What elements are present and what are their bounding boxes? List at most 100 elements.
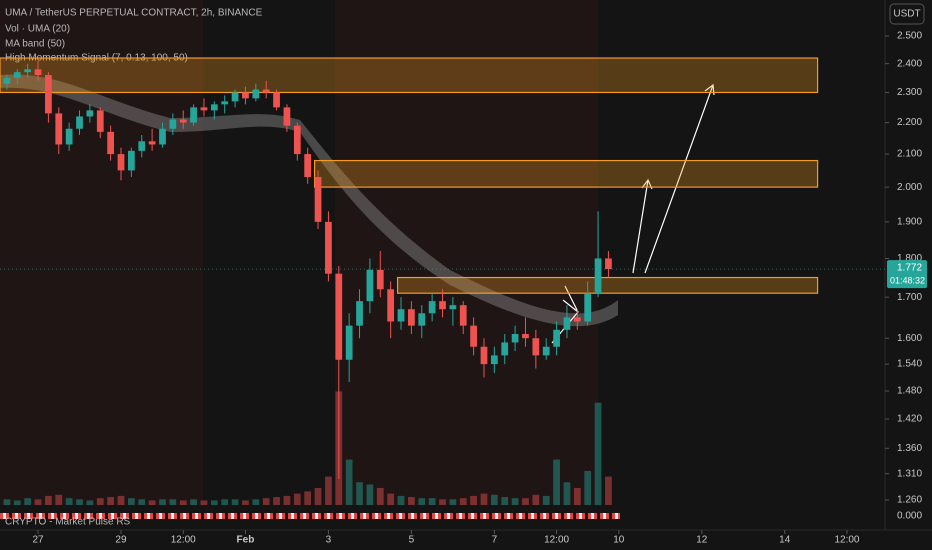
volume-bar xyxy=(490,494,498,505)
y-tick-label: 1.600 xyxy=(897,333,922,344)
candle-body xyxy=(594,258,602,294)
volume-bar xyxy=(242,500,249,505)
volume-bar xyxy=(563,482,571,505)
volume-tick-label: 0.000 xyxy=(897,511,922,522)
candle-body xyxy=(138,141,146,151)
arrow xyxy=(551,285,579,344)
candle-body xyxy=(304,154,312,178)
candle-body xyxy=(179,119,187,123)
candle-body xyxy=(605,258,612,270)
candle-body xyxy=(522,334,529,339)
candle-body xyxy=(470,325,477,347)
y-tick-label: 2.100 xyxy=(897,149,922,160)
currency: USDT xyxy=(893,9,920,20)
volume-bar xyxy=(532,494,540,505)
candle-body xyxy=(584,293,592,322)
candle-body xyxy=(242,92,249,99)
volume-bar xyxy=(231,499,239,505)
volume-bar xyxy=(480,493,488,505)
candle-body xyxy=(252,89,260,99)
volume-bar xyxy=(542,495,550,505)
volume-bar xyxy=(190,499,197,505)
volume-bar xyxy=(356,482,363,505)
volume-bar xyxy=(605,476,612,505)
candle-body xyxy=(325,221,332,274)
y-tick-label: 1.420 xyxy=(897,414,922,425)
candle-body xyxy=(428,301,436,314)
zone xyxy=(0,57,819,94)
volume-bar xyxy=(13,500,21,505)
session-shade xyxy=(335,0,598,505)
title: UMA / TetherUS PERPETUAL CONTRACT, 2h, B… xyxy=(5,8,263,19)
candle-body xyxy=(366,269,374,302)
zone xyxy=(313,159,819,188)
candle-body xyxy=(117,154,125,171)
volume-bar xyxy=(117,495,125,505)
volume-bar xyxy=(159,499,166,505)
candle-body xyxy=(24,69,32,73)
candle-body xyxy=(490,355,498,365)
volume-bar xyxy=(501,497,509,505)
y-tick-label: 1.260 xyxy=(897,495,922,506)
volume-bar xyxy=(397,495,405,505)
volume-bar xyxy=(553,459,560,505)
candle-body xyxy=(273,92,280,108)
y-tick-label: 1.360 xyxy=(897,443,922,454)
x-tick-label: 10 xyxy=(613,535,625,546)
volume-bar xyxy=(273,497,280,505)
y-tick-label: 1.900 xyxy=(897,216,922,227)
volume-bar xyxy=(522,498,529,505)
candle-body xyxy=(449,305,457,310)
volume-bar xyxy=(439,499,446,505)
volume-bar xyxy=(24,498,32,505)
candle-body xyxy=(86,110,94,117)
arrow xyxy=(644,83,715,274)
volume-bar xyxy=(293,493,301,505)
candle-body xyxy=(480,346,488,365)
session-shade xyxy=(0,0,203,505)
x-tick-label: 12:00 xyxy=(834,535,859,546)
candle-body xyxy=(387,289,395,322)
candle-body xyxy=(231,92,239,102)
y-tick-label: 1.480 xyxy=(897,386,922,397)
candle-body xyxy=(96,110,104,132)
volume-bar xyxy=(418,498,426,505)
candle-body xyxy=(55,113,63,145)
volume-bar xyxy=(376,487,384,505)
candle-body xyxy=(127,150,135,171)
volume-bar xyxy=(470,495,477,505)
candle-body xyxy=(34,69,42,76)
volume-bar xyxy=(594,402,602,505)
volume-bar xyxy=(366,484,374,505)
y-tick-label: 2.300 xyxy=(897,87,922,98)
volume-bar xyxy=(511,498,519,505)
zone xyxy=(396,276,819,294)
y-tick-label: 2.500 xyxy=(897,31,922,42)
candle-body xyxy=(563,317,571,330)
candle-body xyxy=(107,131,114,155)
volume-bar xyxy=(584,470,592,505)
candle-body xyxy=(169,119,177,129)
volume-bar xyxy=(252,499,260,505)
candle-body xyxy=(283,107,291,126)
candle-body xyxy=(76,116,83,129)
volume-bar xyxy=(169,499,177,505)
y-tick-label: 1.700 xyxy=(897,292,922,303)
x-tick-label: 12:00 xyxy=(544,535,569,546)
candle-body xyxy=(293,125,301,155)
candle-body xyxy=(190,107,197,123)
indicator-label: CRYPTO - Market Pulse RS xyxy=(5,517,131,528)
y-tick-label: 2.000 xyxy=(897,182,922,193)
candle-body xyxy=(511,334,519,343)
volume-bar xyxy=(55,494,63,505)
x-tick-label: 12:00 xyxy=(171,535,196,546)
candle-body xyxy=(408,309,415,326)
indicator-label: Vol · UMA (20) xyxy=(5,24,70,35)
x-tick-label: 12 xyxy=(696,535,708,546)
candle-body xyxy=(345,325,353,360)
volume-bar xyxy=(314,487,322,505)
x-tick-label: 14 xyxy=(779,535,791,546)
volume-bar xyxy=(573,487,581,505)
volume-bar xyxy=(210,500,218,505)
